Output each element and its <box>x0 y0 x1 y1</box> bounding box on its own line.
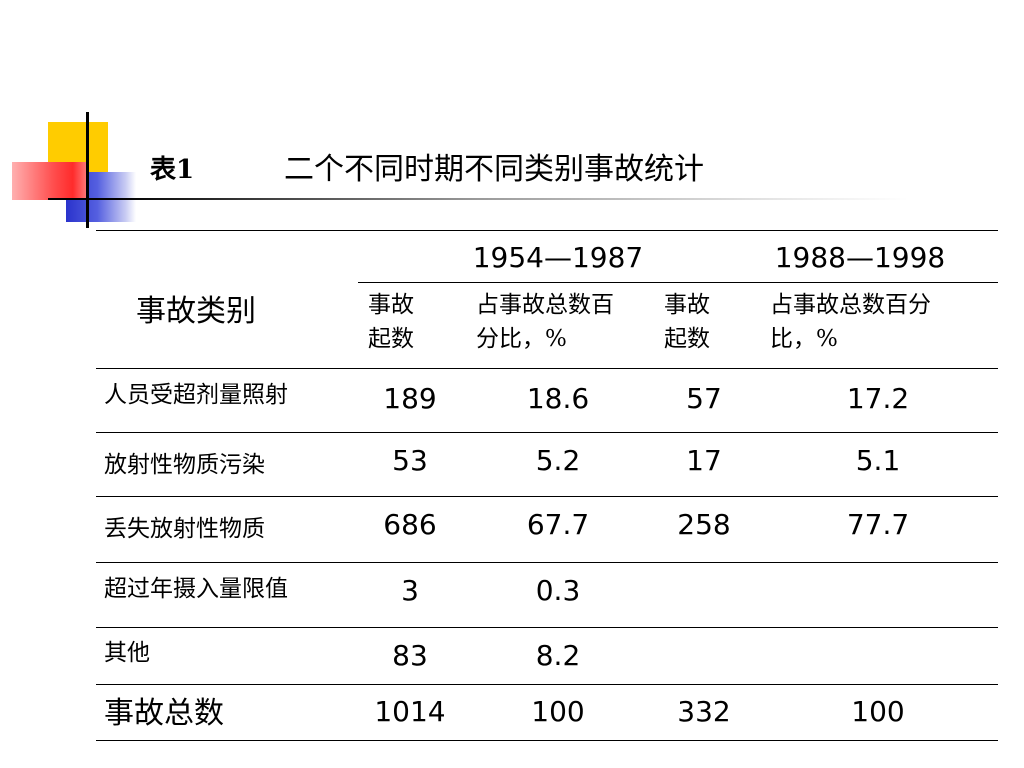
table-cell: 17.2 <box>846 381 910 415</box>
row-label: 放射性物质污染 <box>104 452 265 478</box>
table-cell: 686 <box>383 507 437 541</box>
table-cell: 258 <box>677 507 731 541</box>
table-cell: 17 <box>686 443 722 477</box>
row-label: 丢失放射性物质 <box>104 516 265 542</box>
table-cell: 5.2 <box>535 443 581 477</box>
total-cell: 332 <box>677 694 731 728</box>
period-header: 1954—1987 <box>472 240 644 274</box>
table-top-rule <box>96 230 998 231</box>
row-label: 其他 <box>104 640 150 666</box>
total-cell: 100 <box>851 694 905 728</box>
table-cell <box>820 568 936 612</box>
table-bottom-rule <box>96 740 998 741</box>
table-cell: 189 <box>383 381 437 415</box>
table-cell <box>654 633 754 677</box>
table-cell <box>820 633 936 677</box>
table-cell <box>654 568 754 612</box>
table-cell: 53 <box>392 443 428 477</box>
total-row-label: 事故总数 <box>104 696 224 731</box>
decorative-title-underline <box>48 198 908 200</box>
table-cell: 83 <box>392 638 428 672</box>
total-cell: 100 <box>531 694 585 728</box>
table-cell: 0.3 <box>535 573 581 607</box>
row-label: 超过年摄入量限值 <box>104 576 288 602</box>
decorative-red-bar <box>12 162 88 200</box>
row-rule <box>96 432 998 433</box>
subheader-percent: 占事故总数百分比，% <box>476 292 614 352</box>
table-cell: 18.6 <box>526 381 590 415</box>
row-rule <box>96 684 998 685</box>
subheader-count: 事故起数 <box>664 292 710 352</box>
row-rule <box>96 627 998 628</box>
period-header: 1988—1998 <box>774 240 946 274</box>
row-label: 人员受超剂量照射 <box>104 382 288 408</box>
subheader-count: 事故起数 <box>368 292 414 352</box>
table-cell: 67.7 <box>526 507 590 541</box>
table-cell: 57 <box>686 381 722 415</box>
table-cell: 5.1 <box>855 443 901 477</box>
row-rule <box>96 562 998 563</box>
total-cell: 1014 <box>374 694 446 728</box>
subheader-percent: 占事故总数百分比，% <box>770 292 931 352</box>
table-cell: 77.7 <box>846 507 910 541</box>
page-title: 二个不同时期不同类别事故统计 <box>284 152 704 187</box>
category-column-header: 事故类别 <box>136 294 256 329</box>
row-rule <box>96 496 998 497</box>
table-cell: 3 <box>401 573 419 607</box>
decorative-vertical-line <box>86 112 89 228</box>
table-cell: 8.2 <box>535 638 581 672</box>
table-number: 表1 <box>150 155 195 185</box>
header-bottom-rule <box>96 368 998 369</box>
period-header-rule <box>358 282 998 283</box>
